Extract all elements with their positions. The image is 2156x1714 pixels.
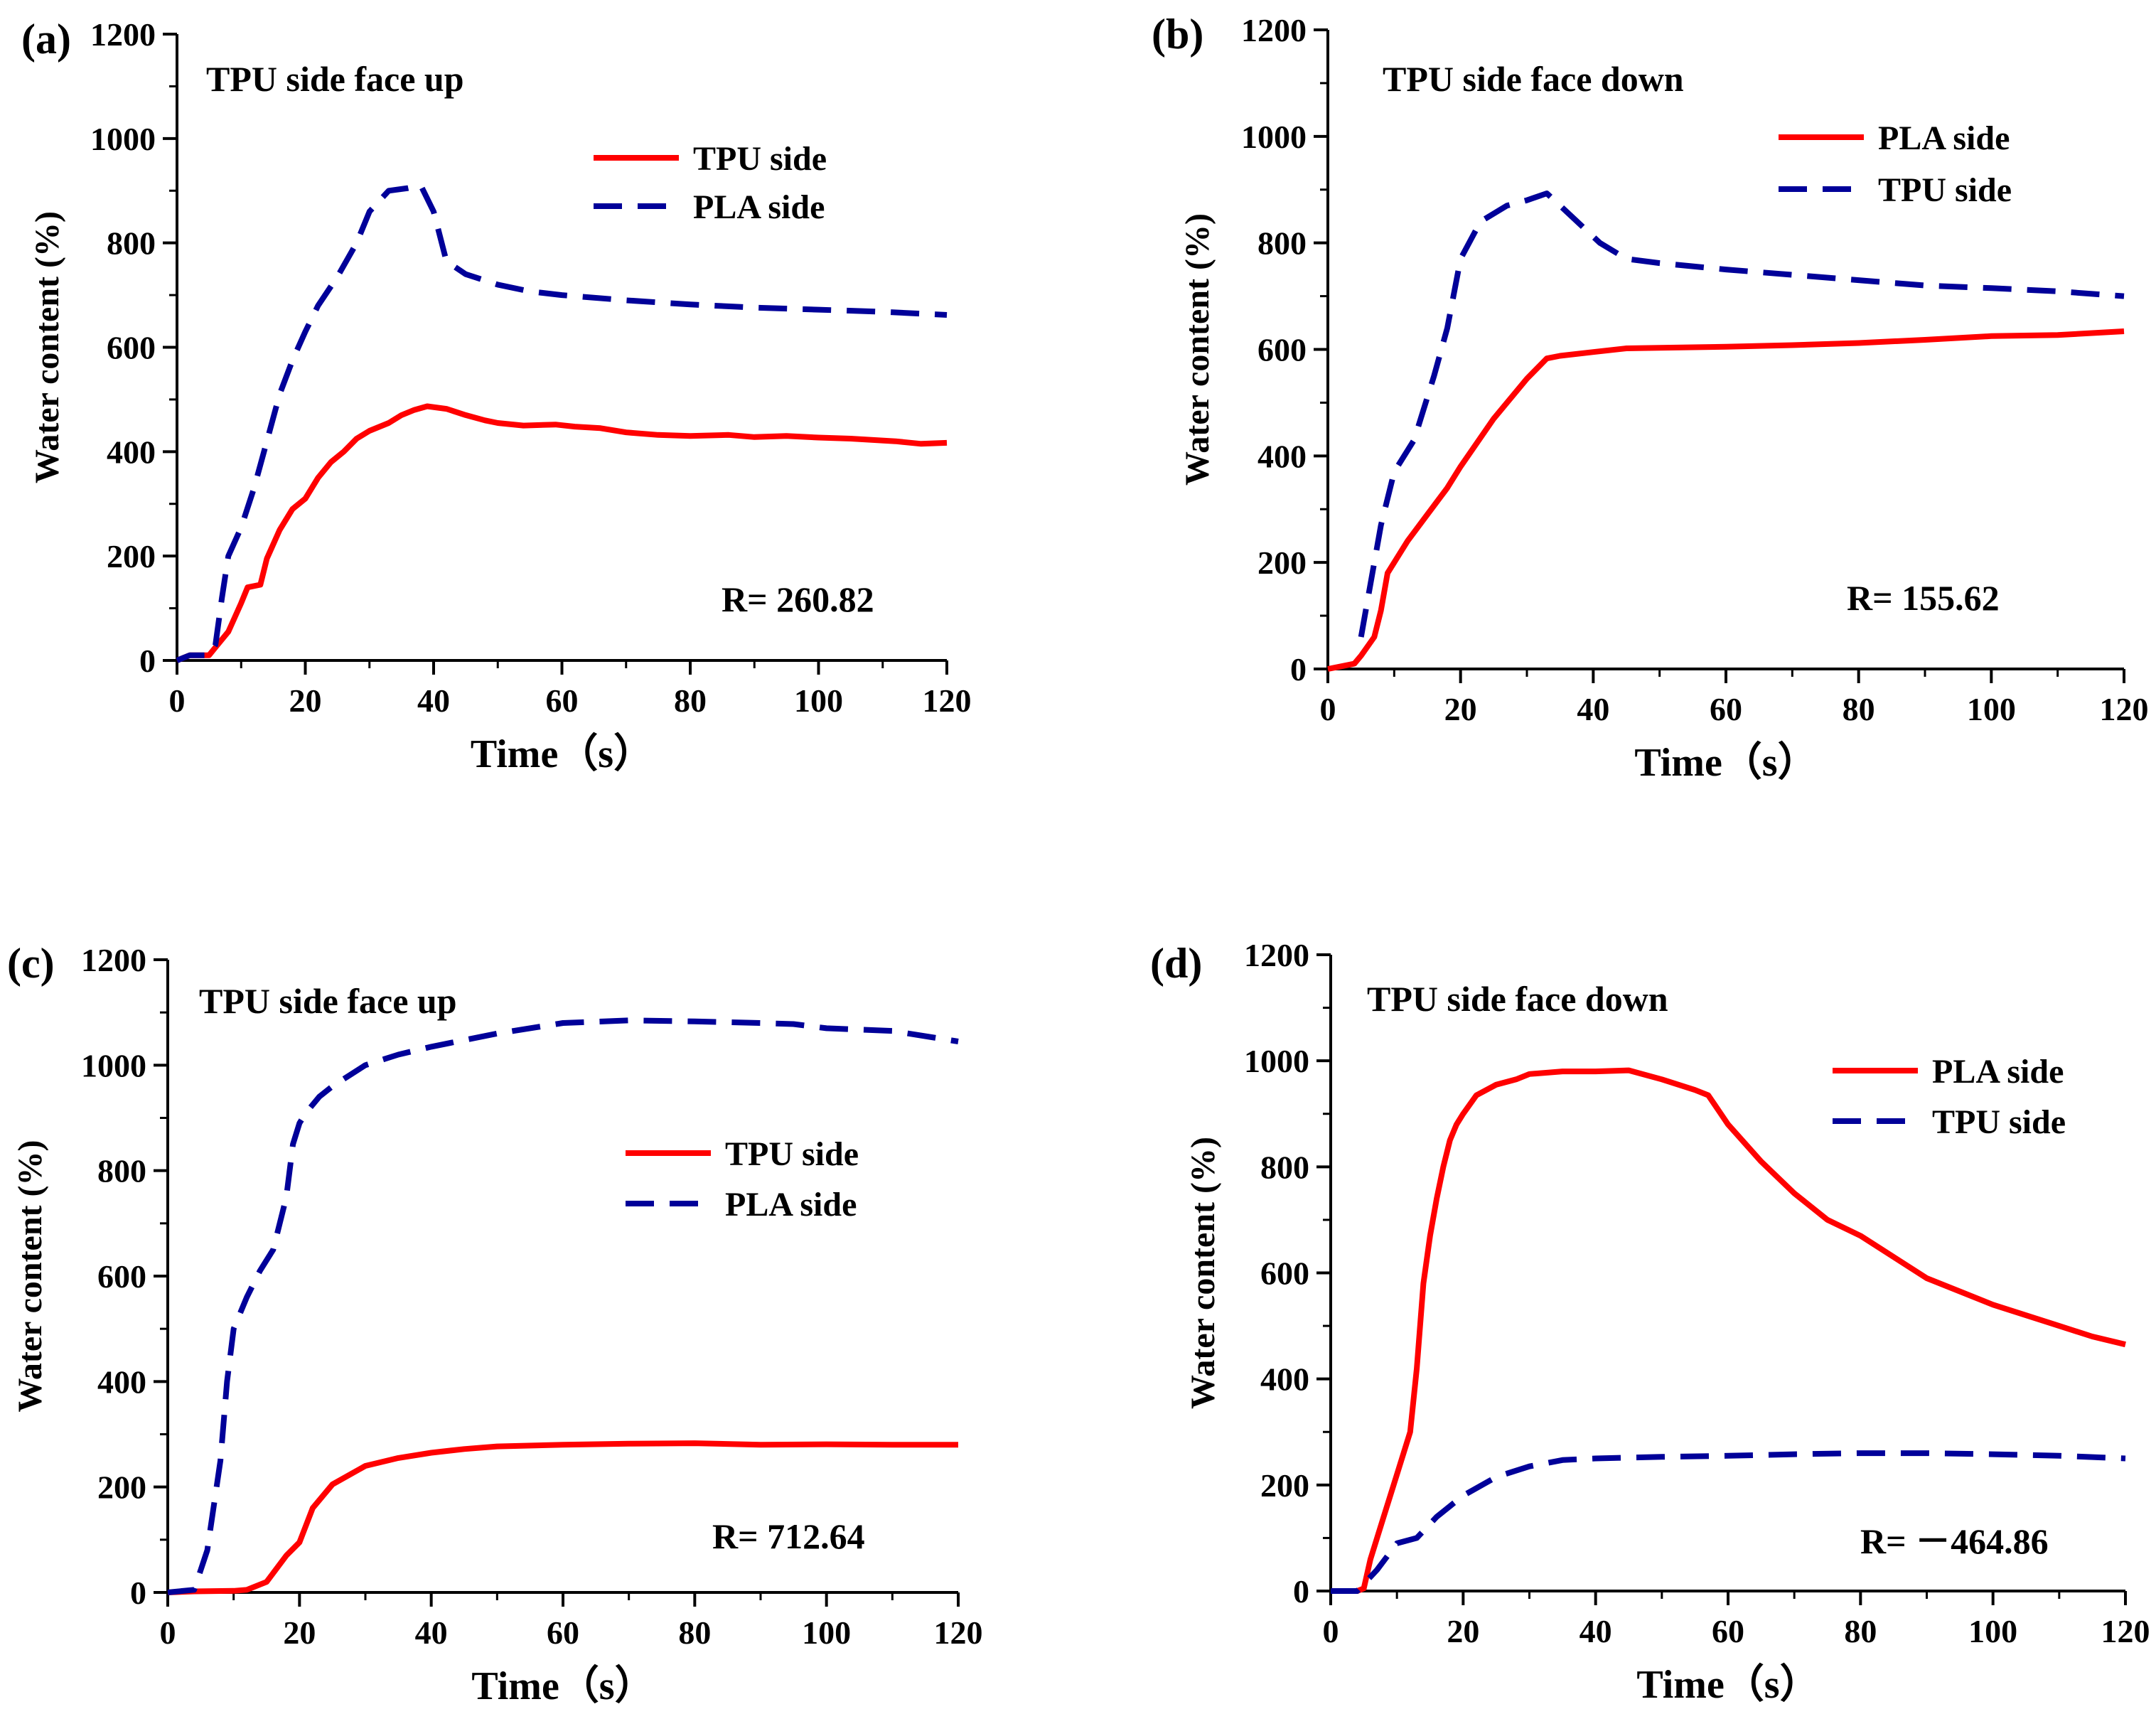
r-value-annotation: R= 712.64 (712, 1516, 865, 1556)
y-tick-label: 400 (107, 434, 156, 470)
y-tick-label: 1200 (90, 16, 156, 53)
legend-label: TPU side (693, 140, 827, 178)
x-tick-label: 60 (1710, 691, 1742, 727)
y-tick-label: 600 (97, 1258, 146, 1295)
series-line-pla-side (176, 182, 948, 663)
legend-label: TPU side (1932, 1103, 2066, 1141)
y-tick-label: 1200 (1244, 937, 1309, 973)
x-tick-label: 0 (169, 682, 186, 719)
y-tick-label: 0 (1290, 651, 1307, 687)
y-tick-label: 400 (97, 1364, 146, 1400)
legend-label: TPU side (725, 1135, 859, 1173)
x-axis-title: Time（s） (1634, 740, 1817, 785)
y-tick-label: 200 (97, 1469, 146, 1506)
chart-title: TPU side face up (199, 981, 457, 1021)
x-tick-label: 120 (2100, 691, 2149, 727)
y-axis-title: Water content (%) (1179, 213, 1216, 486)
x-tick-label: 0 (160, 1614, 176, 1651)
x-tick-label: 120 (934, 1614, 983, 1651)
y-tick-label: 0 (139, 643, 156, 679)
series-line-tpu-side (1331, 1450, 2126, 1594)
y-tick-label: 1000 (81, 1047, 146, 1083)
x-axis-title: Time（s） (1636, 1662, 1819, 1707)
series-line-tpu-side (1358, 191, 2125, 638)
x-tick-label: 40 (415, 1614, 448, 1651)
y-tick-label: 1000 (1241, 119, 1307, 155)
y-tick-label: 600 (107, 330, 156, 366)
chart-panel-b: 0 20 40 60 80 100 120020040060080010001200Time… (1152, 11, 2149, 785)
x-tick-label: 60 (546, 682, 579, 719)
legend-label: PLA side (725, 1186, 857, 1223)
legend-label: TPU side (1878, 171, 2012, 209)
x-tick-label: 120 (923, 682, 972, 719)
x-tick-label: 100 (794, 682, 843, 719)
y-tick-label: 200 (1260, 1467, 1309, 1504)
y-axis-title: Water content (%) (11, 1140, 49, 1412)
y-tick-label: 400 (1260, 1361, 1309, 1398)
y-tick-label: 800 (107, 225, 156, 262)
y-tick-label: 0 (1293, 1573, 1309, 1609)
y-tick-label: 1000 (90, 121, 156, 157)
legend-label: PLA side (1878, 119, 2010, 157)
series-line-pla-side (1327, 328, 2125, 672)
chart-title: TPU side face down (1383, 59, 1684, 99)
legend-label: PLA side (693, 188, 825, 226)
r-value-annotation: R= －464.86 (1860, 1521, 2049, 1561)
x-tick-label: 80 (1844, 1613, 1877, 1649)
y-axis-title: Water content (%) (1184, 1137, 1222, 1409)
x-axis-title: Time（s） (471, 732, 653, 776)
panel-label: (a) (21, 16, 71, 63)
y-tick-label: 1000 (1244, 1043, 1309, 1079)
y-tick-label: 200 (1257, 545, 1307, 581)
x-tick-label: 80 (674, 682, 707, 719)
x-tick-label: 100 (1967, 691, 2016, 727)
panel-label: (b) (1152, 11, 1203, 58)
chart-panel-a: 0 20 40 60 80 100 120020040060080010001200Time… (21, 16, 972, 776)
x-tick-label: 60 (1712, 1613, 1744, 1649)
y-axis-title: Water content (%) (28, 211, 66, 483)
series-line-tpu-side (167, 1440, 958, 1595)
x-tick-label: 60 (547, 1614, 579, 1651)
y-tick-label: 600 (1257, 332, 1307, 368)
series-line-pla-side (1331, 1067, 2126, 1594)
r-value-annotation: R= 155.62 (1847, 578, 2000, 618)
chart-title: TPU side face up (206, 59, 464, 99)
chart-title: TPU side face down (1367, 979, 1668, 1019)
y-tick-label: 200 (107, 538, 156, 574)
x-tick-label: 20 (283, 1614, 316, 1651)
r-value-annotation: R= 260.82 (722, 579, 874, 619)
series-line-tpu-side (176, 403, 948, 663)
x-tick-label: 20 (289, 682, 322, 719)
x-tick-label: 40 (1580, 1613, 1612, 1649)
x-tick-label: 120 (2101, 1613, 2150, 1649)
y-tick-label: 800 (97, 1153, 146, 1189)
y-tick-label: 1200 (81, 942, 146, 978)
panel-label: (d) (1150, 940, 1202, 987)
x-tick-label: 100 (1968, 1613, 2017, 1649)
x-tick-label: 0 (1323, 1613, 1339, 1649)
x-tick-label: 20 (1447, 1613, 1479, 1649)
series-line-pla-side (167, 1017, 959, 1595)
chart-panel-c: 0 20 40 60 80 100 120020040060080010001200Time… (7, 940, 983, 1708)
panel-label: (c) (7, 940, 55, 987)
x-tick-label: 80 (678, 1614, 711, 1651)
y-tick-label: 800 (1257, 225, 1307, 262)
x-tick-label: 40 (1577, 691, 1609, 727)
legend-label: PLA side (1932, 1053, 2064, 1091)
x-tick-label: 20 (1444, 691, 1477, 727)
x-tick-label: 100 (802, 1614, 851, 1651)
x-tick-label: 0 (1320, 691, 1336, 727)
y-tick-label: 0 (130, 1575, 146, 1611)
chart-panel-d: 0 20 40 60 80 100 120020040060080010001200Time… (1150, 937, 2150, 1707)
x-tick-label: 80 (1843, 691, 1875, 727)
y-tick-label: 400 (1257, 438, 1307, 474)
y-tick-label: 1200 (1241, 12, 1307, 48)
y-tick-label: 800 (1260, 1149, 1309, 1185)
x-axis-title: Time（s） (471, 1664, 654, 1708)
y-tick-label: 600 (1260, 1255, 1309, 1292)
x-tick-label: 40 (417, 682, 450, 719)
